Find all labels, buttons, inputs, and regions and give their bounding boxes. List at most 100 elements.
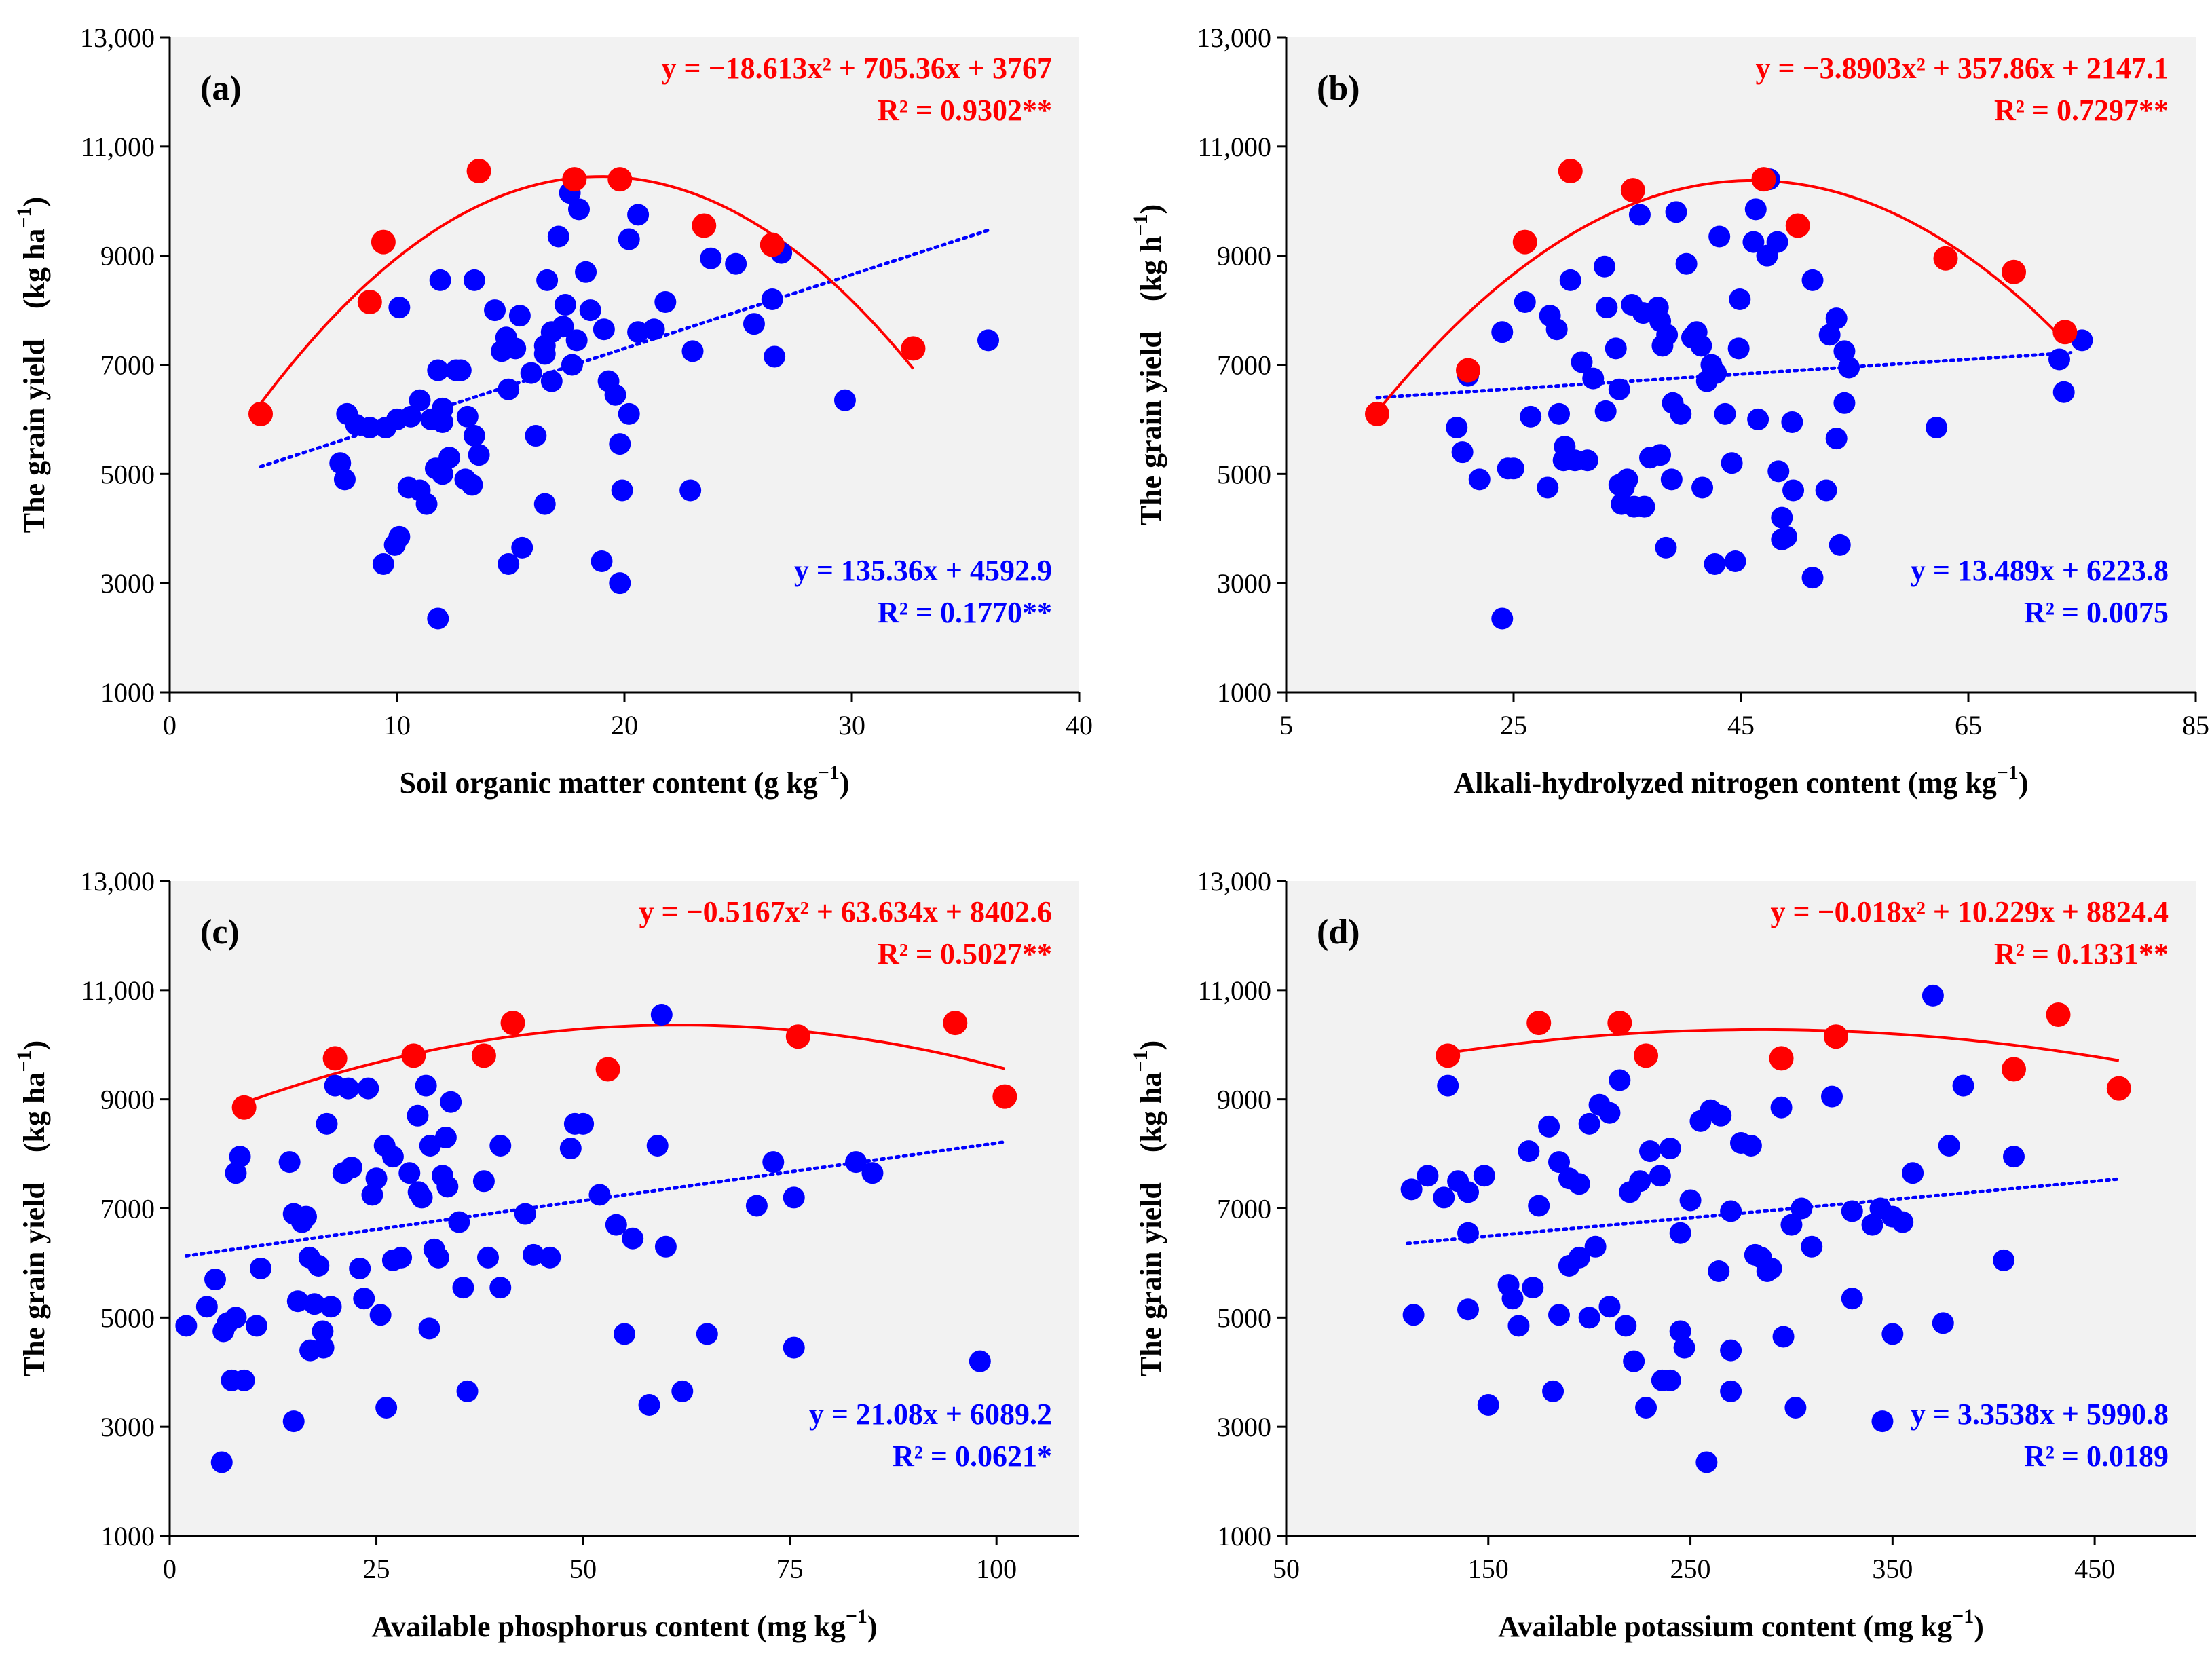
data-point-max xyxy=(1558,159,1583,184)
x-tick-label: 85 xyxy=(2182,710,2209,740)
panel-label: (a) xyxy=(200,69,242,108)
y-tick-label: 1000 xyxy=(100,1521,155,1552)
quadratic-equation: y = −0.018x² + 10.229x + 8824.4 xyxy=(1771,895,2169,928)
x-axis-label-superscript: −1 xyxy=(846,1605,867,1628)
data-point-all xyxy=(1594,400,1617,422)
data-point-all xyxy=(1507,1315,1530,1337)
data-point-all xyxy=(477,1246,499,1269)
y-tick-label: 7000 xyxy=(100,1194,155,1224)
data-point-all xyxy=(316,1112,338,1135)
data-point-all xyxy=(552,316,574,338)
data-point-all xyxy=(1578,1307,1600,1329)
y-tick-label: 1000 xyxy=(100,677,155,708)
data-point-all xyxy=(643,318,665,341)
data-point-all xyxy=(609,433,631,455)
data-point-all xyxy=(498,553,520,576)
data-point-all xyxy=(1744,1243,1766,1266)
y-tick-label: 7000 xyxy=(1217,350,1271,381)
data-point-all xyxy=(381,1146,404,1168)
data-point-all xyxy=(1514,291,1536,314)
data-point-max xyxy=(2002,1057,2026,1082)
plot-background xyxy=(170,37,1079,692)
data-point-max xyxy=(2002,259,2026,284)
data-point-all xyxy=(561,354,583,376)
data-point-all xyxy=(1801,1235,1823,1258)
data-point-all xyxy=(1568,1173,1590,1195)
data-point-all xyxy=(1708,1260,1730,1282)
data-point-all xyxy=(1402,1304,1425,1326)
data-point-all xyxy=(456,405,479,428)
y-axis-label-superscript: −1 xyxy=(1129,1050,1152,1072)
data-point-all xyxy=(520,362,542,384)
data-point-all xyxy=(1838,356,1860,379)
data-point-all xyxy=(523,1243,544,1266)
y-axis-label-superscript: −1 xyxy=(1129,214,1152,236)
y-axis-label-end: ) xyxy=(1134,1040,1167,1051)
y-axis-label: The grain yield (kg h−1) xyxy=(1129,204,1167,525)
data-point-all xyxy=(1742,231,1765,253)
data-point-all xyxy=(1892,1211,1914,1233)
data-point-all xyxy=(489,1135,512,1157)
data-point-all xyxy=(1952,1074,1974,1097)
data-point-all xyxy=(1704,553,1726,576)
data-point-all xyxy=(618,228,640,250)
y-tick-label: 5000 xyxy=(1217,459,1271,489)
x-tick-label: 450 xyxy=(2074,1554,2115,1584)
data-point-all xyxy=(1747,408,1769,430)
data-point-all xyxy=(452,1277,474,1299)
data-point-all xyxy=(609,572,631,595)
x-tick-label: 0 xyxy=(163,1554,176,1584)
data-point-all xyxy=(303,1293,326,1315)
data-point-max xyxy=(1526,1011,1552,1036)
data-point-all xyxy=(1782,479,1805,502)
data-point-all xyxy=(365,1167,388,1190)
data-point-all xyxy=(312,1320,334,1343)
x-tick-label: 50 xyxy=(1273,1554,1300,1584)
data-point-all xyxy=(1675,252,1698,275)
linear-equation: y = 21.08x + 6089.2 xyxy=(809,1397,1052,1431)
data-point-all xyxy=(1457,1222,1479,1244)
y-axis-label-superscript: −1 xyxy=(13,1050,35,1072)
data-point-max xyxy=(1620,178,1645,203)
data-point-all xyxy=(329,452,352,474)
x-tick-label: 0 xyxy=(163,710,176,740)
data-point-all xyxy=(1596,297,1618,319)
data-point-all xyxy=(1616,468,1638,491)
data-point-max xyxy=(785,1024,810,1049)
data-point-all xyxy=(1633,495,1655,518)
data-point-all xyxy=(295,1205,317,1228)
data-point-all xyxy=(463,425,485,447)
data-point-all xyxy=(1772,1326,1795,1348)
data-point-all xyxy=(614,1323,635,1345)
data-point-all xyxy=(588,1184,611,1206)
data-point-all xyxy=(463,269,485,291)
x-tick-label: 20 xyxy=(611,710,638,740)
y-tick-label: 9000 xyxy=(1217,1085,1271,1115)
data-point-max xyxy=(466,159,491,184)
data-point-all xyxy=(745,1195,768,1217)
x-axis-label-end: ) xyxy=(2019,766,2029,800)
y-axis-label-end: ) xyxy=(18,1040,51,1051)
x-axis-label-end: ) xyxy=(867,1610,878,1643)
data-point-all xyxy=(627,204,650,226)
data-point-all xyxy=(679,479,702,502)
data-point-all xyxy=(1771,506,1793,529)
data-point-all xyxy=(1545,318,1568,341)
data-point-all xyxy=(1926,416,1948,438)
data-point-all xyxy=(575,261,597,283)
data-point-all xyxy=(1770,1096,1793,1119)
data-point-all xyxy=(390,1246,413,1269)
x-tick-label: 50 xyxy=(569,1554,597,1584)
panel-label: (d) xyxy=(1317,913,1360,952)
panel-b: 1000 3000 5000 7000 9000 11,000 13,000 5 25 45 65 8… xyxy=(1129,22,2209,800)
data-point-max xyxy=(1769,1046,1794,1071)
data-point-all xyxy=(337,1077,360,1100)
data-point-all xyxy=(1497,457,1519,480)
x-axis-label-superscript: −1 xyxy=(1997,762,2019,784)
y-axis-label-end: ) xyxy=(1134,204,1167,214)
data-point-all xyxy=(591,550,613,572)
data-point-all xyxy=(671,1380,694,1402)
data-point-all xyxy=(440,1091,462,1113)
data-point-all xyxy=(1833,392,1856,414)
data-point-all xyxy=(1520,405,1542,428)
